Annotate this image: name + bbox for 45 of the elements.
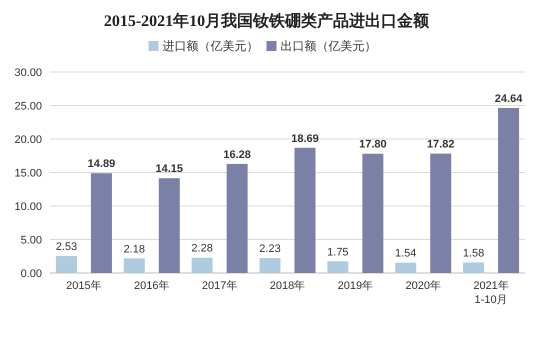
bar — [192, 258, 213, 273]
legend-label: 出口额（亿美元） — [280, 39, 376, 53]
x-tick-label: 2015年 — [66, 280, 102, 292]
bar — [158, 178, 180, 273]
text: 16.28 — [223, 148, 251, 161]
bar — [395, 262, 416, 273]
text: 18.69 — [291, 132, 319, 145]
bar — [362, 154, 384, 273]
text: 2.28 — [191, 242, 213, 255]
x-tick-label: 2021年 1-10月 — [473, 280, 509, 306]
x-tick-label: 2018年 — [270, 280, 306, 292]
y-tick-label: 0.00 — [20, 268, 42, 280]
bar — [463, 262, 484, 273]
text: 1.58 — [462, 247, 484, 260]
text: 2.18 — [124, 243, 145, 256]
text: 2.53 — [56, 241, 78, 254]
bar — [498, 108, 520, 273]
bar — [90, 173, 112, 273]
bar — [260, 258, 280, 273]
bar — [56, 256, 77, 273]
bar — [124, 258, 145, 273]
bar — [294, 148, 316, 273]
bar — [430, 154, 452, 273]
text: 1.54 — [395, 248, 416, 260]
text: 17.82 — [426, 138, 454, 151]
chart-title: 2015-2021年10月我国钕铁硼类产品进出口金额 — [104, 12, 430, 30]
y-tick-label: 15.00 — [14, 168, 42, 180]
y-tick-label: 20.00 — [14, 134, 42, 146]
bar — [327, 261, 348, 273]
text: 14.15 — [156, 163, 184, 176]
y-tick-label: 30.00 — [14, 67, 42, 79]
x-tick-label: 2017年 — [202, 280, 238, 292]
x-tick-label: 2020年 — [405, 280, 441, 292]
legend-label: 进口额（亿美元） — [162, 39, 258, 53]
text: 1.75 — [327, 246, 349, 258]
text: 14.89 — [88, 158, 116, 170]
x-tick-label: 2016年 — [134, 280, 170, 292]
text: 24.64 — [494, 92, 522, 105]
bar — [226, 164, 248, 273]
y-tick-label: 10.00 — [14, 201, 42, 213]
x-tick-label: 2019年 — [338, 280, 374, 292]
text: 17.80 — [359, 138, 387, 151]
y-tick-label: 5.00 — [20, 234, 42, 246]
text: 2.23 — [259, 243, 281, 256]
y-tick-label: 25.00 — [14, 100, 42, 112]
